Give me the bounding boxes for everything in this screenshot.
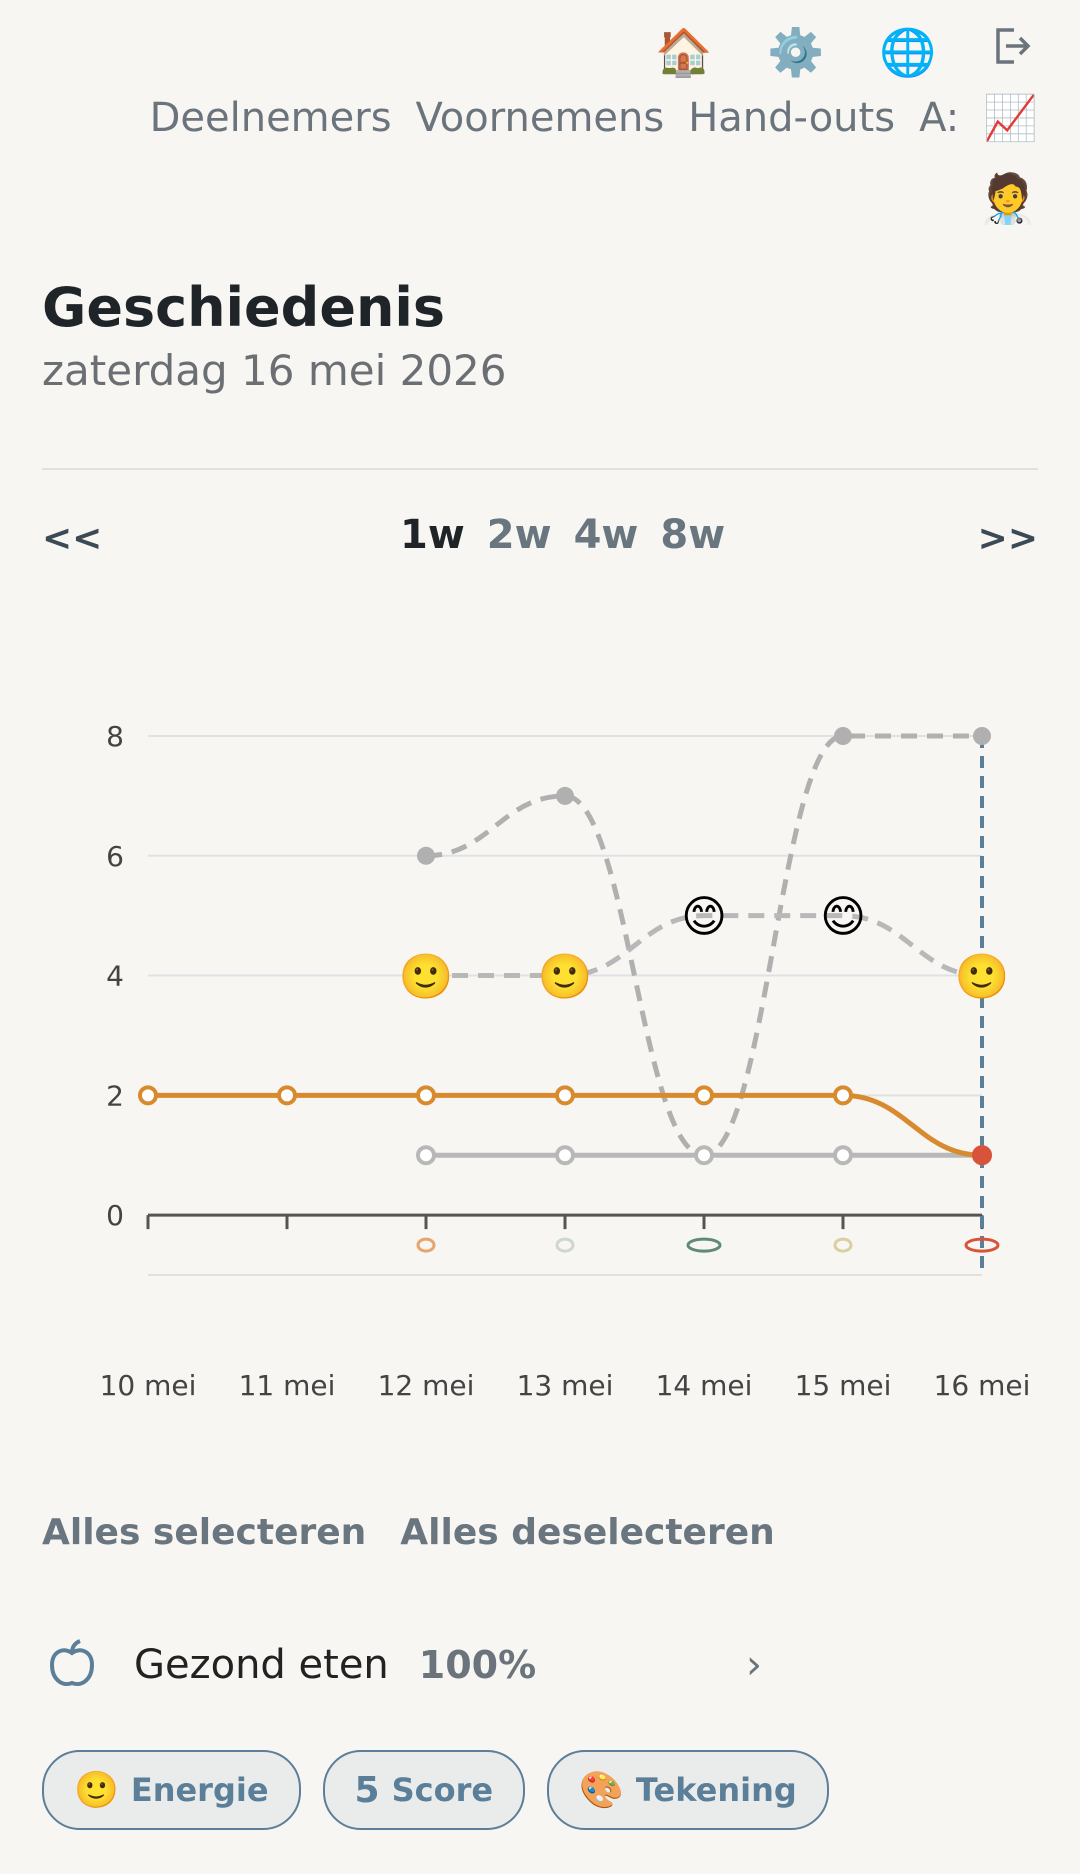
data-point [972, 1145, 992, 1166]
main-nav: Deelnemers Voornemens Hand-outs A: 📈 [150, 92, 1038, 144]
y-tick-label: 6 [106, 840, 124, 873]
data-point [834, 727, 852, 745]
drawing-thumbnail [964, 1237, 1000, 1253]
data-point [277, 1085, 297, 1106]
smiley-icon: 🙂 [74, 1770, 119, 1811]
page-title: Geschiedenis [42, 276, 446, 339]
data-point [417, 846, 435, 865]
emoji-point: 😊 [820, 892, 866, 943]
y-tick-label: 2 [106, 1079, 124, 1112]
chip-label: Tekening [635, 1771, 797, 1809]
chip-label: Score [391, 1771, 494, 1809]
score-value: 5 [354, 1769, 380, 1811]
data-point [833, 1085, 853, 1106]
chip-energie[interactable]: 🙂 Energie [42, 1750, 301, 1830]
data-point [416, 1145, 436, 1166]
range-option-4w[interactable]: 4w [573, 512, 639, 558]
data-point [694, 1085, 714, 1106]
logout-icon[interactable] [982, 22, 1042, 82]
y-tick-label: 8 [106, 720, 124, 753]
home-icon[interactable]: 🏠 [655, 25, 713, 79]
deselect-all-button[interactable]: Alles deselecteren [400, 1512, 775, 1553]
palette-icon: 🎨 [579, 1770, 624, 1811]
x-tick-label: 10 mei [100, 1369, 197, 1402]
select-all-button[interactable]: Alles selecteren [42, 1512, 367, 1553]
emoji-point: 🙂 [538, 952, 593, 1003]
drawing-thumbnail [555, 1237, 575, 1253]
x-tick-label: 11 mei [239, 1369, 336, 1402]
chip-label: Energie [130, 1771, 269, 1809]
prev-range-button[interactable]: << [42, 518, 103, 559]
data-point [694, 1145, 714, 1166]
language-icon[interactable]: 🌐 [879, 25, 937, 79]
drawing-thumbnail [833, 1237, 853, 1253]
goal-percent: 100% [418, 1643, 537, 1687]
data-point [555, 1085, 575, 1106]
page-date: zaterdag 16 mei 2026 [42, 346, 507, 395]
range-option-2w[interactable]: 2w [486, 512, 552, 558]
range-option-1w[interactable]: 1w [400, 512, 465, 558]
top-toolbar: 🏠 ⚙️ 🌐 [0, 18, 1080, 98]
nav-a-label[interactable]: A: [919, 95, 960, 141]
history-chart: 0 2 4 6 8 10 mei 11 mei 12 mei 13 mei 14 mei 15 me… [100, 720, 1031, 1402]
chip-tekening[interactable]: 🎨 Tekening [547, 1750, 829, 1830]
x-tick-label: 14 mei [656, 1369, 753, 1402]
data-point [138, 1085, 158, 1106]
range-option-8w[interactable]: 8w [660, 512, 726, 558]
chip-score[interactable]: 5 Score [322, 1750, 526, 1830]
drawing-thumbnail [416, 1237, 436, 1253]
chart-icon[interactable]: 📈 [983, 93, 1038, 144]
data-point [973, 727, 991, 745]
apple-icon [49, 1639, 95, 1686]
x-tick-label: 16 mei [934, 1369, 1031, 1402]
goal-name: Gezond eten [134, 1642, 389, 1688]
data-point [833, 1145, 853, 1166]
chevron-right-icon: › [746, 1642, 762, 1688]
selection-controls: Alles selecteren Alles deselecteren [42, 1512, 775, 1553]
chip-row: 🙂 Energie 5 Score 🎨 Tekening [42, 1750, 829, 1830]
nav-resolutions[interactable]: Voornemens [415, 95, 665, 141]
x-tick-label: 12 mei [378, 1369, 475, 1402]
logout-icon-svg [996, 28, 1031, 64]
next-range-button[interactable]: >> [977, 518, 1038, 559]
emoji-point: 🙂 [955, 952, 1010, 1003]
series-line [426, 913, 983, 979]
data-point [416, 1085, 436, 1106]
range-selector: << 1w 2w 4w 8w >> [0, 512, 1080, 582]
emoji-point: 😊 [681, 892, 727, 943]
goal-item[interactable]: Gezond eten 100% › [42, 1630, 762, 1700]
data-point [556, 786, 574, 805]
y-tick-label: 0 [106, 1199, 124, 1232]
nav-handouts[interactable]: Hand-outs [688, 95, 896, 141]
x-tick-label: 15 mei [795, 1369, 892, 1402]
settings-icon[interactable]: ⚙️ [767, 25, 825, 79]
drawing-thumbnail [686, 1237, 722, 1253]
x-tick-label: 13 mei [517, 1369, 614, 1402]
y-tick-label: 4 [106, 960, 124, 993]
emoji-point: 🙂 [399, 952, 454, 1003]
range-options: 1w 2w 4w 8w [400, 512, 725, 558]
divider [42, 468, 1038, 470]
avatar[interactable]: 🧑‍⚕️ [978, 171, 1038, 227]
nav-participants[interactable]: Deelnemers [149, 95, 392, 141]
data-point [555, 1145, 575, 1166]
